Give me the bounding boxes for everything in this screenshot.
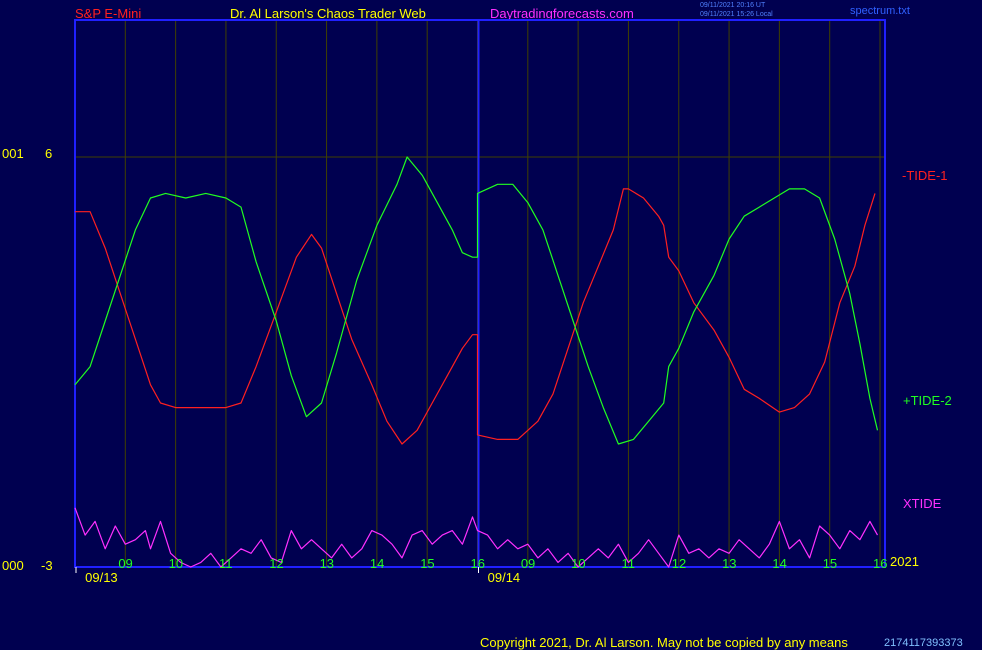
hour-label: 09 <box>118 556 132 571</box>
site-title: Dr. Al Larson's Chaos Trader Web <box>230 6 426 21</box>
series-line-2 <box>74 156 879 445</box>
date-label: 09/14 <box>488 570 521 585</box>
y-prefix-lower: 000 <box>2 558 24 573</box>
year-label: 2021 <box>890 554 919 569</box>
hour-label: 13 <box>722 556 736 571</box>
hour-label: 14 <box>370 556 384 571</box>
series-line-1 <box>75 188 876 445</box>
hour-label: 16 <box>873 556 887 571</box>
chart-frame <box>74 19 886 568</box>
hour-label: 10 <box>571 556 585 571</box>
hour-label: 09 <box>521 556 535 571</box>
site-url[interactable]: Daytradingforecasts.com <box>490 6 634 21</box>
copyright-text: Copyright 2021, Dr. Al Larson. May not b… <box>480 635 848 650</box>
hour-label: 11 <box>219 556 233 571</box>
hour-label: 12 <box>269 556 283 571</box>
y-tick-bottom: -3 <box>41 558 53 573</box>
hour-label: 15 <box>420 556 434 571</box>
date-label: 09/13 <box>85 570 118 585</box>
hour-label: 15 <box>823 556 837 571</box>
legend-xtide: XTIDE <box>903 496 942 511</box>
source-file: spectrum.txt <box>850 5 910 17</box>
legend-tide2: +TIDE-2 <box>903 393 952 408</box>
hour-label: 16 <box>471 556 485 571</box>
timestamp-utc: 09/11/2021 20:16 UT <box>700 2 766 9</box>
footer-code: 2174117393373 <box>884 637 963 649</box>
y-tick-top: 6 <box>45 146 53 161</box>
hour-label: 12 <box>672 556 686 571</box>
legend-tide1: -TIDE-1 <box>902 168 948 183</box>
series-line-3 <box>74 507 879 568</box>
hour-label: 11 <box>621 556 635 571</box>
timestamp-local: 09/11/2021 15:26 Local <box>700 11 773 18</box>
hour-label: 13 <box>320 556 334 571</box>
instrument-label: S&P E-Mini <box>75 6 142 21</box>
hour-label: 14 <box>772 556 786 571</box>
hour-label: 10 <box>169 556 183 571</box>
y-prefix-upper: 001 <box>2 146 24 161</box>
